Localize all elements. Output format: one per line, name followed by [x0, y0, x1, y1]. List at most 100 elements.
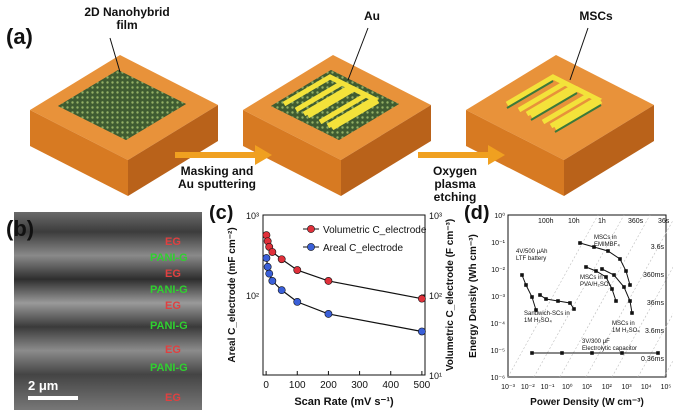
x-tick-label: 400 — [382, 380, 399, 391]
x-tick-label: 0 — [263, 380, 269, 391]
legend-label: Areal C_electrode — [323, 243, 403, 254]
data-point — [417, 294, 426, 303]
data-point — [568, 301, 572, 305]
data-point — [610, 287, 614, 291]
scalebar-label: 2 μm — [28, 378, 59, 393]
legend-marker — [307, 243, 315, 251]
time-label: 100h — [538, 218, 554, 225]
data-point — [268, 248, 277, 256]
y-tick-label: 10⁻¹ — [491, 240, 505, 247]
data-point — [417, 327, 426, 336]
data-point — [520, 273, 524, 277]
legend-marker — [307, 225, 315, 233]
data-point — [538, 293, 542, 297]
data-point — [624, 269, 628, 273]
chart-c: (c) 0 100 200 300 400 500 10² 10³ 10¹ 10² 10³ Scan R… — [209, 205, 456, 408]
time-label: 10h — [568, 218, 580, 225]
data-point — [600, 267, 604, 271]
x-tick-label: 200 — [320, 380, 337, 391]
data-point — [534, 308, 538, 312]
panel-a-schematic — [30, 27, 654, 196]
time-label: 36s — [658, 218, 670, 225]
data-point — [606, 249, 610, 253]
annotation: MSCs in PVA/H₂SO₄ — [580, 275, 612, 288]
x-tick-label: 10⁴ — [641, 384, 652, 391]
panel-a-label: (a) — [6, 24, 33, 49]
x-tick-label: 100 — [289, 380, 306, 391]
y-tick-label: 10⁻² — [491, 267, 505, 274]
y-tick-label: 10⁻⁶ — [491, 375, 505, 382]
x-axis-title: Scan Rate (mV s⁻¹) — [294, 396, 394, 408]
layer-label: EG — [165, 300, 181, 312]
y-right-axis-title: Volumetric C_electrode (F cm⁻³) — [445, 219, 456, 371]
data-point — [263, 262, 272, 271]
layer-label: EG — [165, 236, 181, 248]
time-line — [585, 219, 673, 378]
y-tick-label: 10⁻⁵ — [491, 348, 505, 355]
data-point — [630, 311, 634, 315]
y-left-tick-label: 10² — [246, 291, 259, 301]
data-point — [524, 283, 528, 287]
mscs-label: MSCs — [579, 9, 613, 23]
data-point — [556, 299, 560, 303]
x-tick-label: 10³ — [621, 384, 632, 391]
data-point — [614, 299, 618, 303]
y-left-axis-title: Areal C_electrode (mF cm⁻²) — [227, 227, 238, 362]
x-tick-label: 300 — [351, 380, 368, 391]
annotation: MSCs in 1M H₂SO₄ — [612, 321, 640, 334]
time-label: 360s — [628, 218, 644, 225]
data-point — [324, 310, 333, 318]
data-point — [265, 269, 274, 278]
time-line — [533, 214, 625, 378]
data-point — [293, 266, 302, 274]
data-point — [293, 297, 302, 306]
x-tick-label: 10¹ — [582, 384, 593, 391]
data-point — [620, 351, 624, 355]
block-2 — [243, 55, 431, 196]
x-tick-label: 10⁻³ — [501, 384, 515, 391]
x-tick-label: 10⁵ — [661, 384, 672, 391]
time-line — [611, 266, 673, 378]
x-tick-label: 10⁻¹ — [541, 384, 555, 391]
data-point — [622, 285, 626, 289]
data-point — [628, 299, 632, 303]
x-axis-title: Power Density (W cm⁻³) — [530, 397, 644, 408]
annotation: 4V/500 μAh LTF battery — [516, 249, 547, 262]
data-point — [656, 351, 660, 355]
layer-label: PANI-G — [150, 252, 188, 264]
layer-label: EG — [165, 268, 181, 280]
block-1 — [30, 55, 218, 196]
time-label: 3.6s — [651, 244, 665, 251]
time-label: 0.36ms — [641, 356, 664, 363]
y-right-tick-label: 10¹ — [429, 371, 442, 381]
series-line — [521, 274, 537, 311]
block-3 — [466, 55, 654, 196]
time-label: 36ms — [647, 300, 665, 307]
panel-b-label: (b) — [6, 216, 35, 241]
layer-label: PANI-G — [150, 284, 188, 296]
data-point — [612, 273, 616, 277]
y-right-tick-label: 10² — [429, 291, 442, 301]
annotation: 3V/300 μF Electrolytic capacitor — [582, 339, 637, 352]
data-point — [590, 351, 594, 355]
y-axis-title: Energy Density (Wh cm⁻³) — [468, 234, 479, 358]
x-tick-label: 10⁰ — [562, 383, 573, 391]
x-tick-label: 10² — [602, 384, 613, 391]
time-label: 1h — [598, 218, 606, 225]
time-line — [507, 214, 599, 378]
time-label: 3.6ms — [645, 328, 665, 335]
chart-d: (d) 10⁻³ 10⁻² 10⁻¹ 10⁰ 10¹ 10² 10³ 10⁴ 10⁵ 10⁻⁶ 10⁻… — [464, 205, 673, 408]
x-tick-label: 500 — [414, 380, 431, 391]
data-point — [584, 265, 588, 269]
data-point — [277, 286, 286, 295]
layer-label: EG — [165, 344, 181, 356]
panel-d-label: (d) — [464, 205, 490, 224]
data-point — [530, 351, 534, 355]
data-point — [578, 241, 582, 245]
au-electrodes — [282, 74, 380, 131]
data-point — [262, 254, 271, 262]
scalebar — [28, 396, 78, 400]
time-label: 360ms — [643, 272, 665, 279]
msc-electrodes — [505, 74, 603, 131]
series-line — [579, 242, 631, 286]
